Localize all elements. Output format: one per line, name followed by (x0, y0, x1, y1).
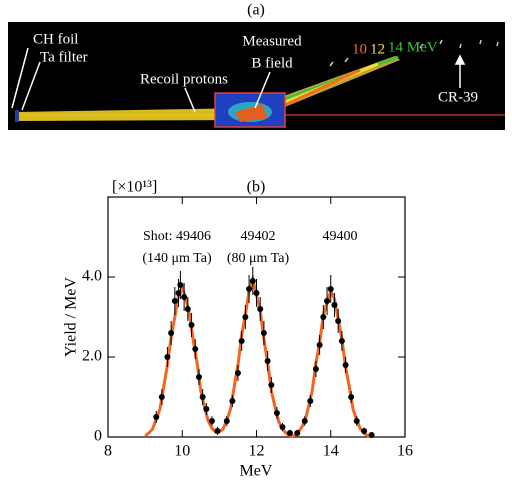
label-recoil: Recoil protons (140, 71, 228, 87)
data-point (188, 322, 195, 328)
data-point (181, 294, 188, 300)
label-10: 10 (352, 41, 367, 57)
data-point (208, 418, 215, 424)
y-tick-label: 2.0 (82, 348, 102, 365)
data-point (324, 298, 331, 304)
data-point (361, 428, 368, 434)
panel-label: (a) (247, 2, 265, 19)
data-point (171, 298, 178, 304)
y-scale-label: [×10¹³] (112, 179, 157, 196)
data-point (368, 432, 375, 438)
y-tick-label: 0 (94, 428, 102, 445)
cr39-marks (329, 39, 499, 67)
data-point (238, 338, 245, 344)
annotation: (140 μm Ta) (142, 251, 212, 266)
label-measured: Measured (242, 33, 302, 49)
data-point (177, 282, 184, 288)
x-tick-label: 8 (104, 443, 112, 460)
x-tick-label: 16 (397, 443, 413, 460)
data-point (342, 362, 349, 368)
data-point (338, 338, 345, 344)
label-ta-filter: Ta filter (40, 49, 88, 65)
label-12: 12 (370, 41, 385, 57)
panel-b: (b) [×10¹³] MeV Yield / MeV 8 10 12 14 16 0 2.… (63, 179, 413, 480)
data-point (164, 354, 171, 360)
x-tick-label: 12 (249, 443, 265, 460)
y-axis-label: Yield / MeV (63, 277, 80, 357)
x-tick-label: 14 (323, 443, 339, 460)
data-point (279, 424, 286, 430)
data-point (301, 418, 308, 424)
panel-a: (a) CH foil Ta filter Recoil protons Mea… (8, 2, 505, 130)
annotation: 49400 (323, 229, 358, 244)
data-point (335, 318, 342, 324)
data-point (192, 346, 199, 352)
chart-title: (b) (247, 179, 266, 196)
proton-beam (15, 108, 250, 121)
x-tick-label: 10 (174, 443, 190, 460)
label-ch-foil: CH foil (33, 31, 78, 47)
data-point (348, 394, 355, 400)
data-point (257, 306, 264, 312)
data-point (253, 290, 260, 296)
data-point (184, 306, 191, 312)
data-point (312, 366, 319, 372)
data-point (223, 418, 230, 424)
data-point (286, 430, 293, 436)
data-point (214, 428, 221, 434)
data-point (249, 278, 256, 284)
data-point (158, 394, 165, 400)
data-point (229, 398, 236, 404)
arrows (11, 47, 466, 113)
data-point (316, 342, 323, 348)
data-point (168, 330, 175, 336)
annotation: Shot: 49406 (143, 229, 211, 244)
data-point (294, 430, 301, 436)
annotation: 49402 (241, 229, 276, 244)
data-point (331, 302, 338, 308)
data-point (264, 358, 271, 364)
data-point (199, 394, 206, 400)
field-hot (235, 104, 268, 122)
data-point (195, 374, 202, 380)
foil (15, 110, 19, 122)
label-14: 14 MeV (388, 39, 438, 55)
data-point (353, 418, 360, 424)
data-point (234, 370, 241, 376)
data-point (242, 314, 249, 320)
data-point (320, 314, 327, 320)
data-point (153, 414, 160, 420)
label-b-field: B field (251, 55, 293, 71)
x-axis-label: MeV (240, 463, 273, 480)
label-cr39: CR-39 (438, 89, 478, 105)
data-point (246, 286, 253, 292)
fit-line (144, 273, 373, 439)
data-point (327, 286, 334, 292)
y-tick-label: 4.0 (82, 268, 102, 285)
data-point (307, 398, 314, 404)
data-point (273, 410, 280, 416)
data-point (268, 382, 275, 388)
annotation: (80 μm Ta) (227, 251, 290, 266)
data-point (203, 406, 210, 412)
data-point (260, 330, 267, 336)
